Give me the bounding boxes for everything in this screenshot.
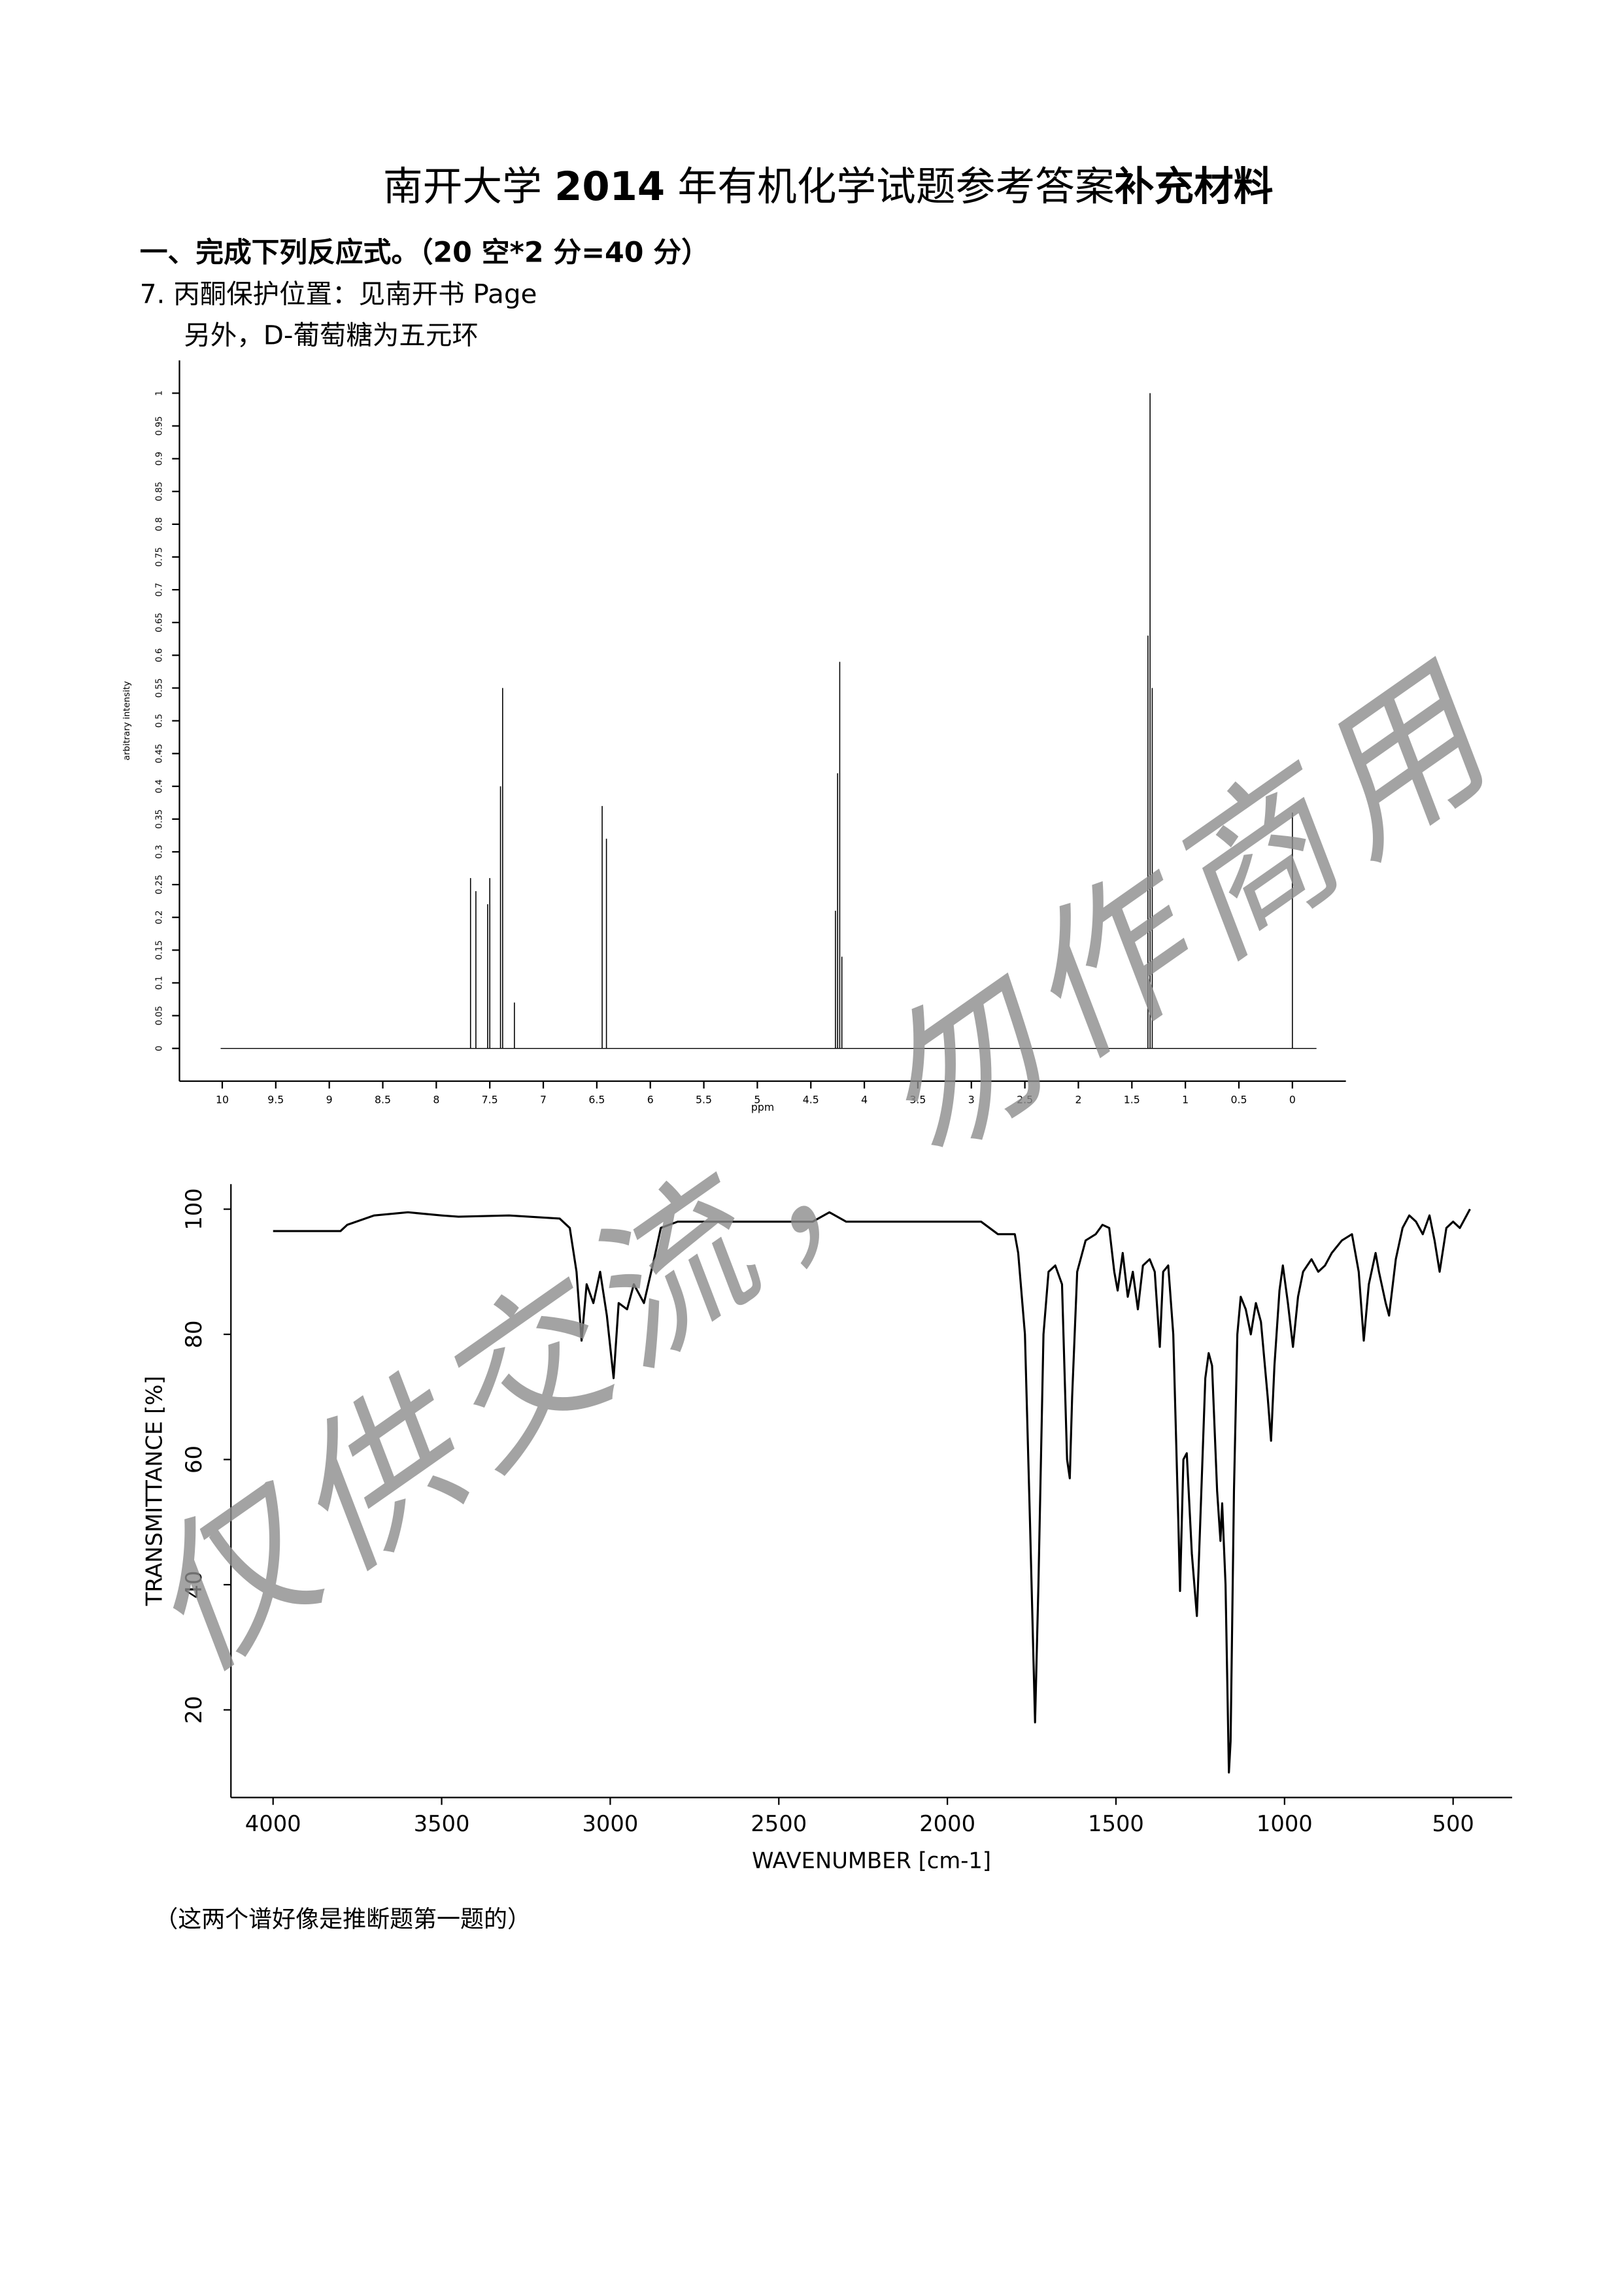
x-tick-label: 500 xyxy=(1432,1811,1474,1836)
y-tick-label: 80 xyxy=(181,1321,207,1349)
y-tick-label: 0.9 xyxy=(154,452,164,465)
x-tick-label: 1000 xyxy=(1257,1811,1313,1836)
y-tick-label: 40 xyxy=(181,1571,207,1599)
y-tick-label: 0.05 xyxy=(154,1006,164,1026)
y-axis-label: arbitrary intensity xyxy=(122,681,132,760)
x-tick-label: 9 xyxy=(326,1094,333,1106)
x-tick-label: 2 xyxy=(1075,1094,1081,1106)
y-tick-label: 0.7 xyxy=(154,582,164,596)
y-tick-label: 0.6 xyxy=(154,649,164,662)
section-heading: 一、完成下列反应式。（20 空*2 分=40 分） xyxy=(140,237,709,269)
x-tick-label: 1 xyxy=(1182,1094,1189,1106)
y-tick-label: 60 xyxy=(181,1445,207,1474)
x-tick-label: 2.5 xyxy=(1017,1094,1033,1106)
charts: 10 9.5 9 8.5 8 7.5 7 6.5 6 5.5 5 4.5 4 3.5 3 2.5 2 1.5 1 0.… xyxy=(122,360,1512,1873)
x-tick-label: 10 xyxy=(216,1094,229,1106)
y-tick-label: 20 xyxy=(181,1696,207,1724)
y-tick-label: 0.4 xyxy=(154,779,164,793)
y-tick-label: 0.2 xyxy=(154,910,164,924)
x-tick-label: 4.5 xyxy=(803,1094,819,1106)
y-tick-label: 0.3 xyxy=(154,845,164,858)
x-axis-label: ppm xyxy=(751,1101,774,1113)
y-tick-label: 0.8 xyxy=(154,517,164,531)
x-tick-label: 8 xyxy=(433,1094,439,1106)
x-tick-label: 1.5 xyxy=(1124,1094,1140,1106)
x-tick-label: 4 xyxy=(861,1094,868,1106)
y-tick-label: 0.5 xyxy=(154,714,164,728)
y-axis-label: TRANSMITTANCE [%] xyxy=(141,1376,167,1606)
x-tick-label: 3.5 xyxy=(909,1094,926,1106)
x-tick-label: 7 xyxy=(540,1094,547,1106)
y-tick-label: 0.1 xyxy=(154,976,164,990)
spectrum-line xyxy=(273,1208,1471,1774)
y-tick-label: 0.15 xyxy=(154,940,164,960)
x-tick-label: 9.5 xyxy=(267,1094,284,1106)
y-tick-label: 0.95 xyxy=(154,416,164,436)
y-tick-label: 0.85 xyxy=(154,482,164,501)
title-part: 2014 xyxy=(554,164,665,210)
x-tick-label: 6 xyxy=(647,1094,654,1106)
x-tick-label: 0.5 xyxy=(1230,1094,1247,1106)
y-tick-label: 0.65 xyxy=(154,613,164,632)
x-tick-label: 3 xyxy=(968,1094,975,1106)
x-tick-label: 3500 xyxy=(414,1811,470,1836)
y-tick-label: 0.35 xyxy=(154,809,164,829)
x-tick-label: 4000 xyxy=(245,1811,301,1836)
y-tick-label: 0.45 xyxy=(154,744,164,764)
x-tick-label: 2500 xyxy=(751,1811,807,1836)
watermark: 仅供交流，勿作商用 xyxy=(109,635,1529,1708)
title-part: 年有机化学试题参考答案 xyxy=(665,164,1114,210)
y-tick-label: 0.55 xyxy=(154,678,164,698)
x-tick-label: 2000 xyxy=(919,1811,975,1836)
y-tick-label: 0 xyxy=(154,1045,164,1051)
title-part: 南开大学 xyxy=(383,164,554,210)
y-tick-label: 0.25 xyxy=(154,875,164,894)
note-text: 另外，D-葡萄糖为五元环 xyxy=(184,320,479,351)
y-tick-label: 1 xyxy=(154,390,164,396)
footer-note: （这两个谱好像是推断题第一题的） xyxy=(154,1906,531,1933)
title: 南开大学 2014 年有机化学试题参考答案补充材料 xyxy=(383,164,1274,210)
x-tick-label: 6.5 xyxy=(588,1094,605,1106)
x-tick-label: 7.5 xyxy=(482,1094,498,1106)
x-tick-label: 3000 xyxy=(582,1811,638,1836)
x-tick-label: 5.5 xyxy=(696,1094,712,1106)
x-tick-label: 5 xyxy=(754,1094,760,1106)
title-part: 补充材料 xyxy=(1115,164,1274,210)
y-tick-label: 0.75 xyxy=(154,547,164,567)
item-text: 7. 丙酮保护位置：见南开书 Page xyxy=(140,279,537,310)
x-tick-label: 1500 xyxy=(1088,1811,1144,1836)
y-tick-label: 100 xyxy=(181,1188,207,1230)
x-tick-label: 0 xyxy=(1289,1094,1296,1106)
x-axis-label: WAVENUMBER [cm-1] xyxy=(752,1848,991,1873)
x-tick-label: 8.5 xyxy=(375,1094,391,1106)
